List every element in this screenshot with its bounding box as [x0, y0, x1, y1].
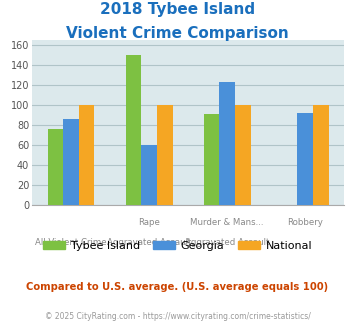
Bar: [48, 129, 63, 205]
Bar: [297, 113, 313, 205]
Bar: [63, 118, 79, 205]
Text: Rape: Rape: [138, 218, 160, 227]
Bar: [219, 82, 235, 205]
Bar: [313, 105, 329, 205]
Text: Aggravated Assault: Aggravated Assault: [185, 238, 269, 247]
Legend: Tybee Island, Georgia, National: Tybee Island, Georgia, National: [38, 237, 317, 255]
Text: Murder & Mans...: Murder & Mans...: [190, 218, 264, 227]
Bar: [157, 105, 173, 205]
Text: Violent Crime Comparison: Violent Crime Comparison: [66, 26, 289, 41]
Bar: [79, 105, 94, 205]
Text: Compared to U.S. average. (U.S. average equals 100): Compared to U.S. average. (U.S. average …: [26, 282, 329, 292]
Text: 2018 Tybee Island: 2018 Tybee Island: [100, 2, 255, 16]
Bar: [235, 105, 251, 205]
Text: Aggravated Assault: Aggravated Assault: [107, 238, 191, 247]
Text: Robbery: Robbery: [287, 218, 323, 227]
Bar: [141, 145, 157, 205]
Bar: [126, 54, 141, 205]
Text: All Violent Crime: All Violent Crime: [35, 238, 107, 247]
Bar: [204, 114, 219, 205]
Text: © 2025 CityRating.com - https://www.cityrating.com/crime-statistics/: © 2025 CityRating.com - https://www.city…: [45, 312, 310, 321]
